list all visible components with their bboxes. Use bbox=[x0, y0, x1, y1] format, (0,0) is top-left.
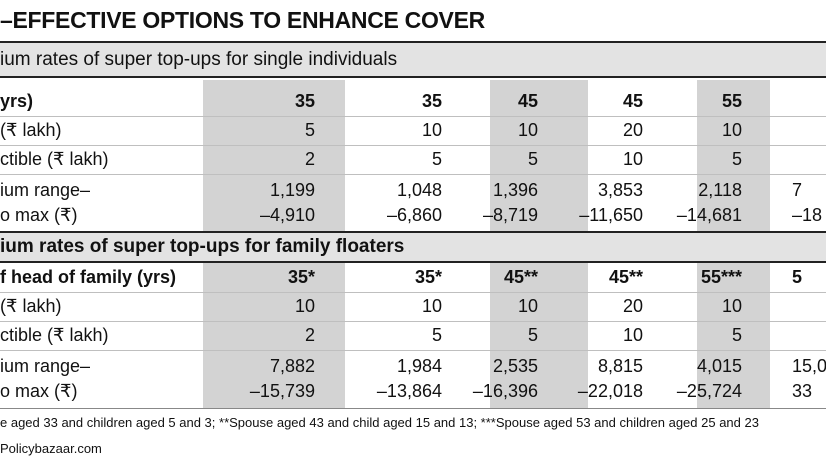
section-heading-family-floaters: ium rates of super top-ups for family fl… bbox=[0, 233, 826, 261]
table-cell: 20 bbox=[622, 296, 643, 316]
table-cell: 33 bbox=[792, 381, 813, 401]
table-cell: –11,650 bbox=[579, 205, 643, 225]
table-row: ctible (₹ lakh) 2 5 5 10 5 bbox=[0, 321, 826, 350]
footer-rule bbox=[0, 408, 826, 409]
table-cell: –16,396 bbox=[472, 381, 538, 401]
table-cell: 1,984 bbox=[396, 356, 442, 376]
table-cell: 1,199 bbox=[269, 180, 315, 200]
section-rule bbox=[0, 261, 826, 263]
row-divider bbox=[0, 321, 826, 322]
table-cell: 5 bbox=[731, 325, 742, 345]
table-cell: –8,719 bbox=[482, 205, 538, 225]
table-cell: –22,018 bbox=[577, 381, 643, 401]
table-row: ctible (₹ lakh) 2 5 5 10 5 bbox=[0, 145, 826, 174]
table-cell: 1,396 bbox=[492, 180, 538, 200]
table-cell: 7 bbox=[792, 180, 803, 200]
page-title: –EFFECTIVE OPTIONS TO ENHANCE COVER bbox=[0, 7, 485, 33]
row-label: ium range– bbox=[0, 356, 91, 376]
table-cell: 5 bbox=[304, 120, 315, 140]
table-row: ium range– 7,882 1,984 2,535 8,815 4,015… bbox=[0, 352, 826, 381]
table-row: o max (₹) –4,910 –6,860 –8,719 –11,650 –… bbox=[0, 201, 826, 230]
table-cell: 2,118 bbox=[698, 180, 742, 200]
section-rule bbox=[0, 231, 826, 233]
table-row: f head of family (yrs) 35* 35* 45** 45**… bbox=[0, 263, 826, 292]
table-cell: 2 bbox=[304, 149, 315, 169]
table-row: (₹ lakh) 5 10 10 20 10 bbox=[0, 116, 826, 145]
table-cell: 10 bbox=[721, 120, 742, 140]
table-cell: 5 bbox=[431, 325, 442, 345]
row-label: yrs) bbox=[0, 91, 34, 111]
table-cell: –25,724 bbox=[676, 381, 742, 401]
table-cell: 7,882 bbox=[269, 356, 315, 376]
table-cell: 5 bbox=[792, 267, 803, 287]
table-cell: 35* bbox=[414, 267, 442, 287]
table-cell: 35* bbox=[287, 267, 315, 287]
table-cell: 1,048 bbox=[396, 180, 442, 200]
row-label: (₹ lakh) bbox=[0, 120, 62, 140]
table-cell: 5 bbox=[731, 149, 742, 169]
table-cell: 3,853 bbox=[597, 180, 643, 200]
table-cell: –4,910 bbox=[259, 205, 315, 225]
table-cell: 2 bbox=[304, 325, 315, 345]
table-row: yrs) 35 35 45 45 55 bbox=[0, 87, 826, 116]
row-label: (₹ lakh) bbox=[0, 296, 62, 316]
row-divider bbox=[0, 292, 826, 293]
table-cell: 10 bbox=[517, 120, 538, 140]
table-cell: 10 bbox=[421, 120, 442, 140]
row-divider bbox=[0, 174, 826, 175]
table-cell: 8,815 bbox=[597, 356, 643, 376]
table-cell: 45** bbox=[608, 267, 643, 287]
table-cell: –14,681 bbox=[676, 205, 742, 225]
table-cell: 10 bbox=[622, 149, 643, 169]
row-label: o max (₹) bbox=[0, 205, 78, 225]
table-cell: 35 bbox=[421, 91, 442, 111]
section-rule bbox=[0, 76, 826, 78]
row-divider bbox=[0, 145, 826, 146]
table-cell: 45** bbox=[503, 267, 538, 287]
table-row: (₹ lakh) 10 10 10 20 10 bbox=[0, 292, 826, 321]
table-cell: 45 bbox=[517, 91, 538, 111]
row-label: ctible (₹ lakh) bbox=[0, 149, 109, 169]
source-credit: Policybazaar.com bbox=[0, 441, 102, 456]
table-cell: 10 bbox=[294, 296, 315, 316]
table-cell: 55 bbox=[721, 91, 742, 111]
table-cell: 45 bbox=[622, 91, 643, 111]
table-cell: 4,015 bbox=[696, 356, 742, 376]
table-cell: 35 bbox=[294, 91, 315, 111]
table-row: ium range– 1,199 1,048 1,396 3,853 2,118… bbox=[0, 176, 826, 205]
table-cell: 55*** bbox=[700, 267, 742, 287]
table-cell: 5 bbox=[431, 149, 442, 169]
row-label: ium range– bbox=[0, 180, 91, 200]
row-divider bbox=[0, 350, 826, 351]
row-label: f head of family (yrs) bbox=[0, 267, 177, 287]
footnote: e aged 33 and children aged 5 and 3; **S… bbox=[0, 415, 759, 430]
table-cell: –6,860 bbox=[386, 205, 442, 225]
table-cell: –13,864 bbox=[376, 381, 442, 401]
row-divider bbox=[0, 116, 826, 117]
row-label: o max (₹) bbox=[0, 381, 78, 401]
table-cell: 10 bbox=[421, 296, 442, 316]
table-cell: 10 bbox=[517, 296, 538, 316]
table-cell: 2,535 bbox=[492, 356, 538, 376]
table-cell: 5 bbox=[527, 325, 538, 345]
table-cell: 10 bbox=[721, 296, 742, 316]
table-cell: 10 bbox=[622, 325, 643, 345]
section-heading-individuals: ium rates of super top-ups for single in… bbox=[0, 43, 826, 76]
title-rule bbox=[0, 41, 826, 43]
table-row: o max (₹) –15,739 –13,864 –16,396 –22,01… bbox=[0, 377, 826, 406]
row-label: ctible (₹ lakh) bbox=[0, 325, 109, 345]
table-cell: 15,0 bbox=[792, 356, 826, 376]
table-cell: 20 bbox=[622, 120, 643, 140]
table-cell: 5 bbox=[527, 149, 538, 169]
table-cell: –15,739 bbox=[249, 381, 315, 401]
table-cell: –18 bbox=[792, 205, 823, 225]
